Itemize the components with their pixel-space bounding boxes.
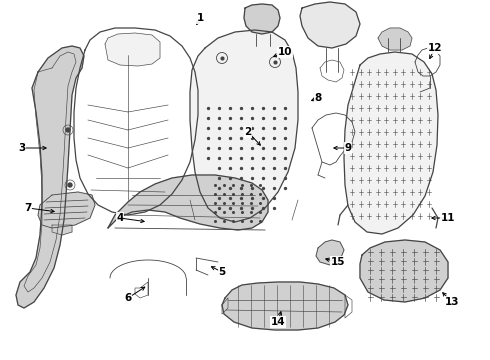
- Text: 15: 15: [331, 257, 345, 267]
- Polygon shape: [222, 282, 348, 330]
- Polygon shape: [108, 175, 268, 230]
- Circle shape: [68, 183, 72, 187]
- Text: 1: 1: [196, 13, 204, 23]
- Text: 5: 5: [219, 267, 225, 277]
- Polygon shape: [360, 240, 448, 302]
- Text: 3: 3: [19, 143, 25, 153]
- Text: 14: 14: [270, 317, 285, 327]
- Polygon shape: [52, 225, 72, 235]
- Polygon shape: [300, 2, 360, 48]
- Text: 11: 11: [441, 213, 455, 223]
- Polygon shape: [344, 52, 438, 234]
- Text: 9: 9: [344, 143, 351, 153]
- Text: 10: 10: [278, 47, 292, 57]
- Text: 7: 7: [24, 203, 32, 213]
- Text: 13: 13: [445, 297, 459, 307]
- Polygon shape: [38, 192, 95, 228]
- Text: 2: 2: [245, 127, 252, 137]
- Text: 8: 8: [315, 93, 321, 103]
- Text: 12: 12: [428, 43, 442, 53]
- Text: 4: 4: [116, 213, 123, 223]
- Polygon shape: [244, 4, 280, 34]
- Polygon shape: [378, 28, 412, 50]
- Polygon shape: [105, 33, 160, 66]
- Polygon shape: [316, 240, 344, 265]
- Polygon shape: [16, 46, 84, 308]
- Polygon shape: [190, 30, 298, 222]
- Circle shape: [66, 128, 70, 132]
- Text: 6: 6: [124, 293, 132, 303]
